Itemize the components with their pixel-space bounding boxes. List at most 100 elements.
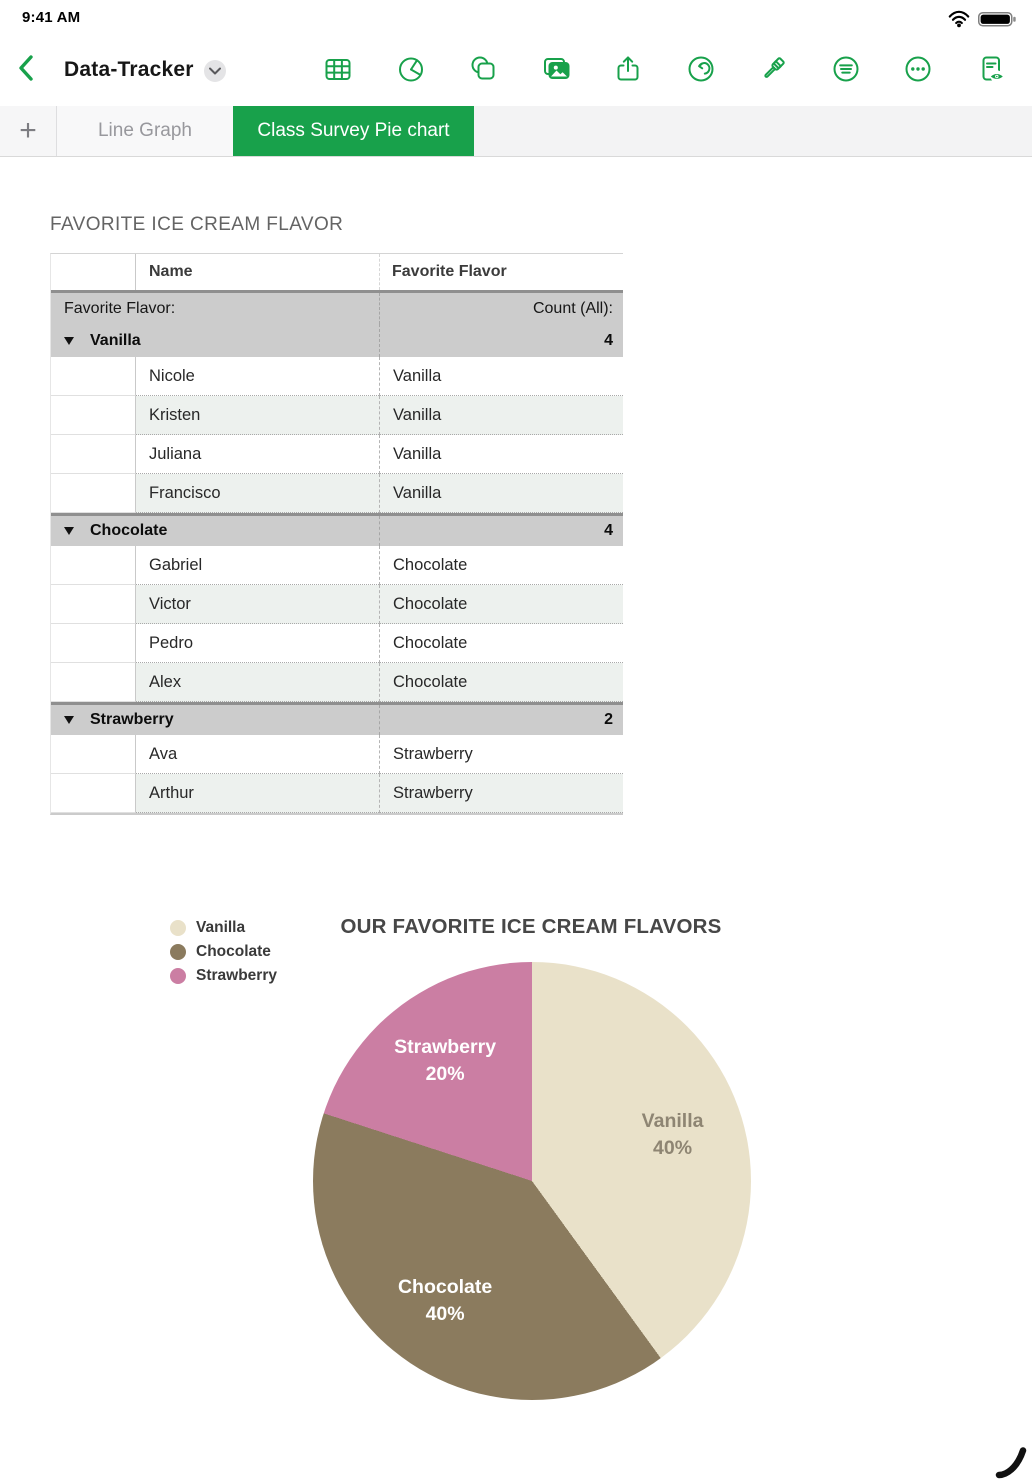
view-options-button[interactable]	[973, 53, 1009, 89]
flavor-cell[interactable]: Vanilla	[379, 474, 623, 513]
group-name: Strawberry	[90, 711, 174, 728]
legend-item: Chocolate	[170, 940, 277, 964]
share-icon	[612, 53, 644, 90]
data-table: Name Favorite Flavor Favorite Flavor: Co…	[50, 253, 623, 815]
name-cell[interactable]: Nicole	[136, 357, 379, 396]
table-row: Pedro Chocolate	[51, 624, 623, 663]
row-header-cell[interactable]	[51, 774, 136, 813]
collapse-triangle-icon[interactable]	[64, 716, 74, 724]
sheet-tabs: Line Graph Class Survey Pie chart	[57, 106, 474, 156]
name-cell[interactable]: Francisco	[136, 474, 379, 513]
group-header-chocolate[interactable]: Chocolate 4	[51, 513, 623, 546]
more-button[interactable]	[900, 53, 936, 89]
table-row: Kristen Vanilla	[51, 396, 623, 435]
column-divider	[379, 324, 380, 357]
table-icon	[322, 53, 354, 90]
legend-label: Vanilla	[196, 919, 246, 936]
name-cell[interactable]: Kristen	[136, 396, 379, 435]
table-row: Gabriel Chocolate	[51, 546, 623, 585]
group-header-vanilla[interactable]: Vanilla 4	[51, 324, 623, 357]
pie-slice-label-strawberry: Strawberry 20%	[394, 1036, 497, 1086]
insert-shape-button[interactable]	[465, 53, 501, 89]
row-header-cell[interactable]	[51, 546, 136, 585]
category-summary-band[interactable]: Favorite Flavor: Count (All):	[51, 290, 623, 324]
row-header-cell[interactable]	[51, 396, 136, 435]
legend-label: Strawberry	[196, 967, 277, 984]
row-header-cell[interactable]	[51, 735, 136, 774]
count-label: Count (All):	[532, 299, 613, 317]
group-name: Chocolate	[90, 522, 168, 539]
flavor-cell[interactable]: Chocolate	[379, 624, 623, 663]
table-row: Nicole Vanilla	[51, 357, 623, 396]
name-cell[interactable]: Alex	[136, 663, 379, 702]
flavor-cell[interactable]: Chocolate	[379, 585, 623, 624]
filter-button[interactable]	[828, 53, 864, 89]
add-sheet-button[interactable]: +	[0, 106, 57, 156]
status-bar: 9:41 AM	[0, 0, 1032, 34]
tab-label: Class Survey Pie chart	[257, 120, 450, 141]
tab-class-survey-pie-chart[interactable]: Class Survey Pie chart	[233, 106, 474, 156]
document-title[interactable]: Data-Tracker	[64, 58, 194, 81]
wifi-icon	[948, 10, 970, 33]
filter-icon	[830, 53, 862, 90]
sheet-tab-bar: + Line Graph Class Survey Pie chart	[0, 106, 1032, 157]
flavor-cell[interactable]: Strawberry	[379, 735, 623, 774]
shapes-icon	[467, 53, 499, 90]
battery-icon	[978, 12, 1016, 32]
insert-table-button[interactable]	[320, 53, 356, 89]
column-header-name[interactable]: Name	[149, 263, 193, 280]
row-header-cell[interactable]	[51, 585, 136, 624]
flavor-cell[interactable]: Vanilla	[379, 357, 623, 396]
document-title-menu-button[interactable]	[204, 60, 226, 82]
legend-swatch	[170, 944, 186, 960]
pie-slice-label-chocolate: Chocolate 40%	[397, 1275, 493, 1325]
group-header-strawberry[interactable]: Strawberry 2	[51, 702, 623, 735]
flavor-cell[interactable]: Vanilla	[379, 435, 623, 474]
toolbar-actions	[320, 53, 1009, 89]
format-brush-icon	[757, 53, 789, 90]
table-row: Ava Strawberry	[51, 735, 623, 774]
format-button[interactable]	[755, 53, 791, 89]
table-title[interactable]: FAVORITE ICE CREAM FLAVOR	[50, 214, 344, 235]
chart-legend: Vanilla Chocolate Strawberry	[170, 916, 277, 988]
pie-chart[interactable]: Vanilla 40% Chocolate 40% Strawberry 20%	[313, 962, 751, 1400]
column-divider	[379, 293, 380, 324]
name-cell[interactable]: Juliana	[136, 435, 379, 474]
chart-title: OUR FAVORITE ICE CREAM FLAVORS	[340, 915, 722, 938]
column-divider	[379, 516, 380, 546]
flavor-cell[interactable]: Vanilla	[379, 396, 623, 435]
group-count: 4	[604, 331, 613, 349]
name-cell[interactable]: Pedro	[136, 624, 379, 663]
name-cell[interactable]: Arthur	[136, 774, 379, 813]
name-cell[interactable]: Victor	[136, 585, 379, 624]
flavor-cell[interactable]: Strawberry	[379, 774, 623, 813]
legend-item: Strawberry	[170, 964, 277, 988]
row-header-cell[interactable]	[51, 435, 136, 474]
name-cell[interactable]: Gabriel	[136, 546, 379, 585]
group-name: Vanilla	[90, 331, 141, 349]
row-header-cell[interactable]	[51, 624, 136, 663]
insert-chart-button[interactable]	[393, 53, 429, 89]
insert-media-button[interactable]	[538, 53, 574, 89]
collapse-triangle-icon[interactable]	[64, 527, 74, 535]
undo-button[interactable]	[683, 53, 719, 89]
back-button[interactable]	[12, 54, 40, 84]
tab-line-graph[interactable]: Line Graph	[57, 106, 233, 156]
row-header-cell[interactable]	[51, 474, 136, 513]
legend-swatch	[170, 968, 186, 984]
name-cell[interactable]: Ava	[136, 735, 379, 774]
legend-swatch	[170, 920, 186, 936]
row-header-cell[interactable]	[51, 663, 136, 702]
column-header-flavor[interactable]: Favorite Flavor	[392, 263, 507, 280]
flavor-cell[interactable]: Chocolate	[379, 546, 623, 585]
flavor-cell[interactable]: Chocolate	[379, 663, 623, 702]
share-button[interactable]	[610, 53, 646, 89]
tab-label: Line Graph	[97, 120, 192, 141]
collapse-triangle-icon[interactable]	[64, 336, 74, 345]
toolbar: Data-Tracker	[0, 34, 1032, 106]
table-row: Alex Chocolate	[51, 663, 623, 702]
clock: 9:41 AM	[22, 9, 81, 26]
row-header-column[interactable]	[51, 254, 136, 290]
row-header-cell[interactable]	[51, 357, 136, 396]
